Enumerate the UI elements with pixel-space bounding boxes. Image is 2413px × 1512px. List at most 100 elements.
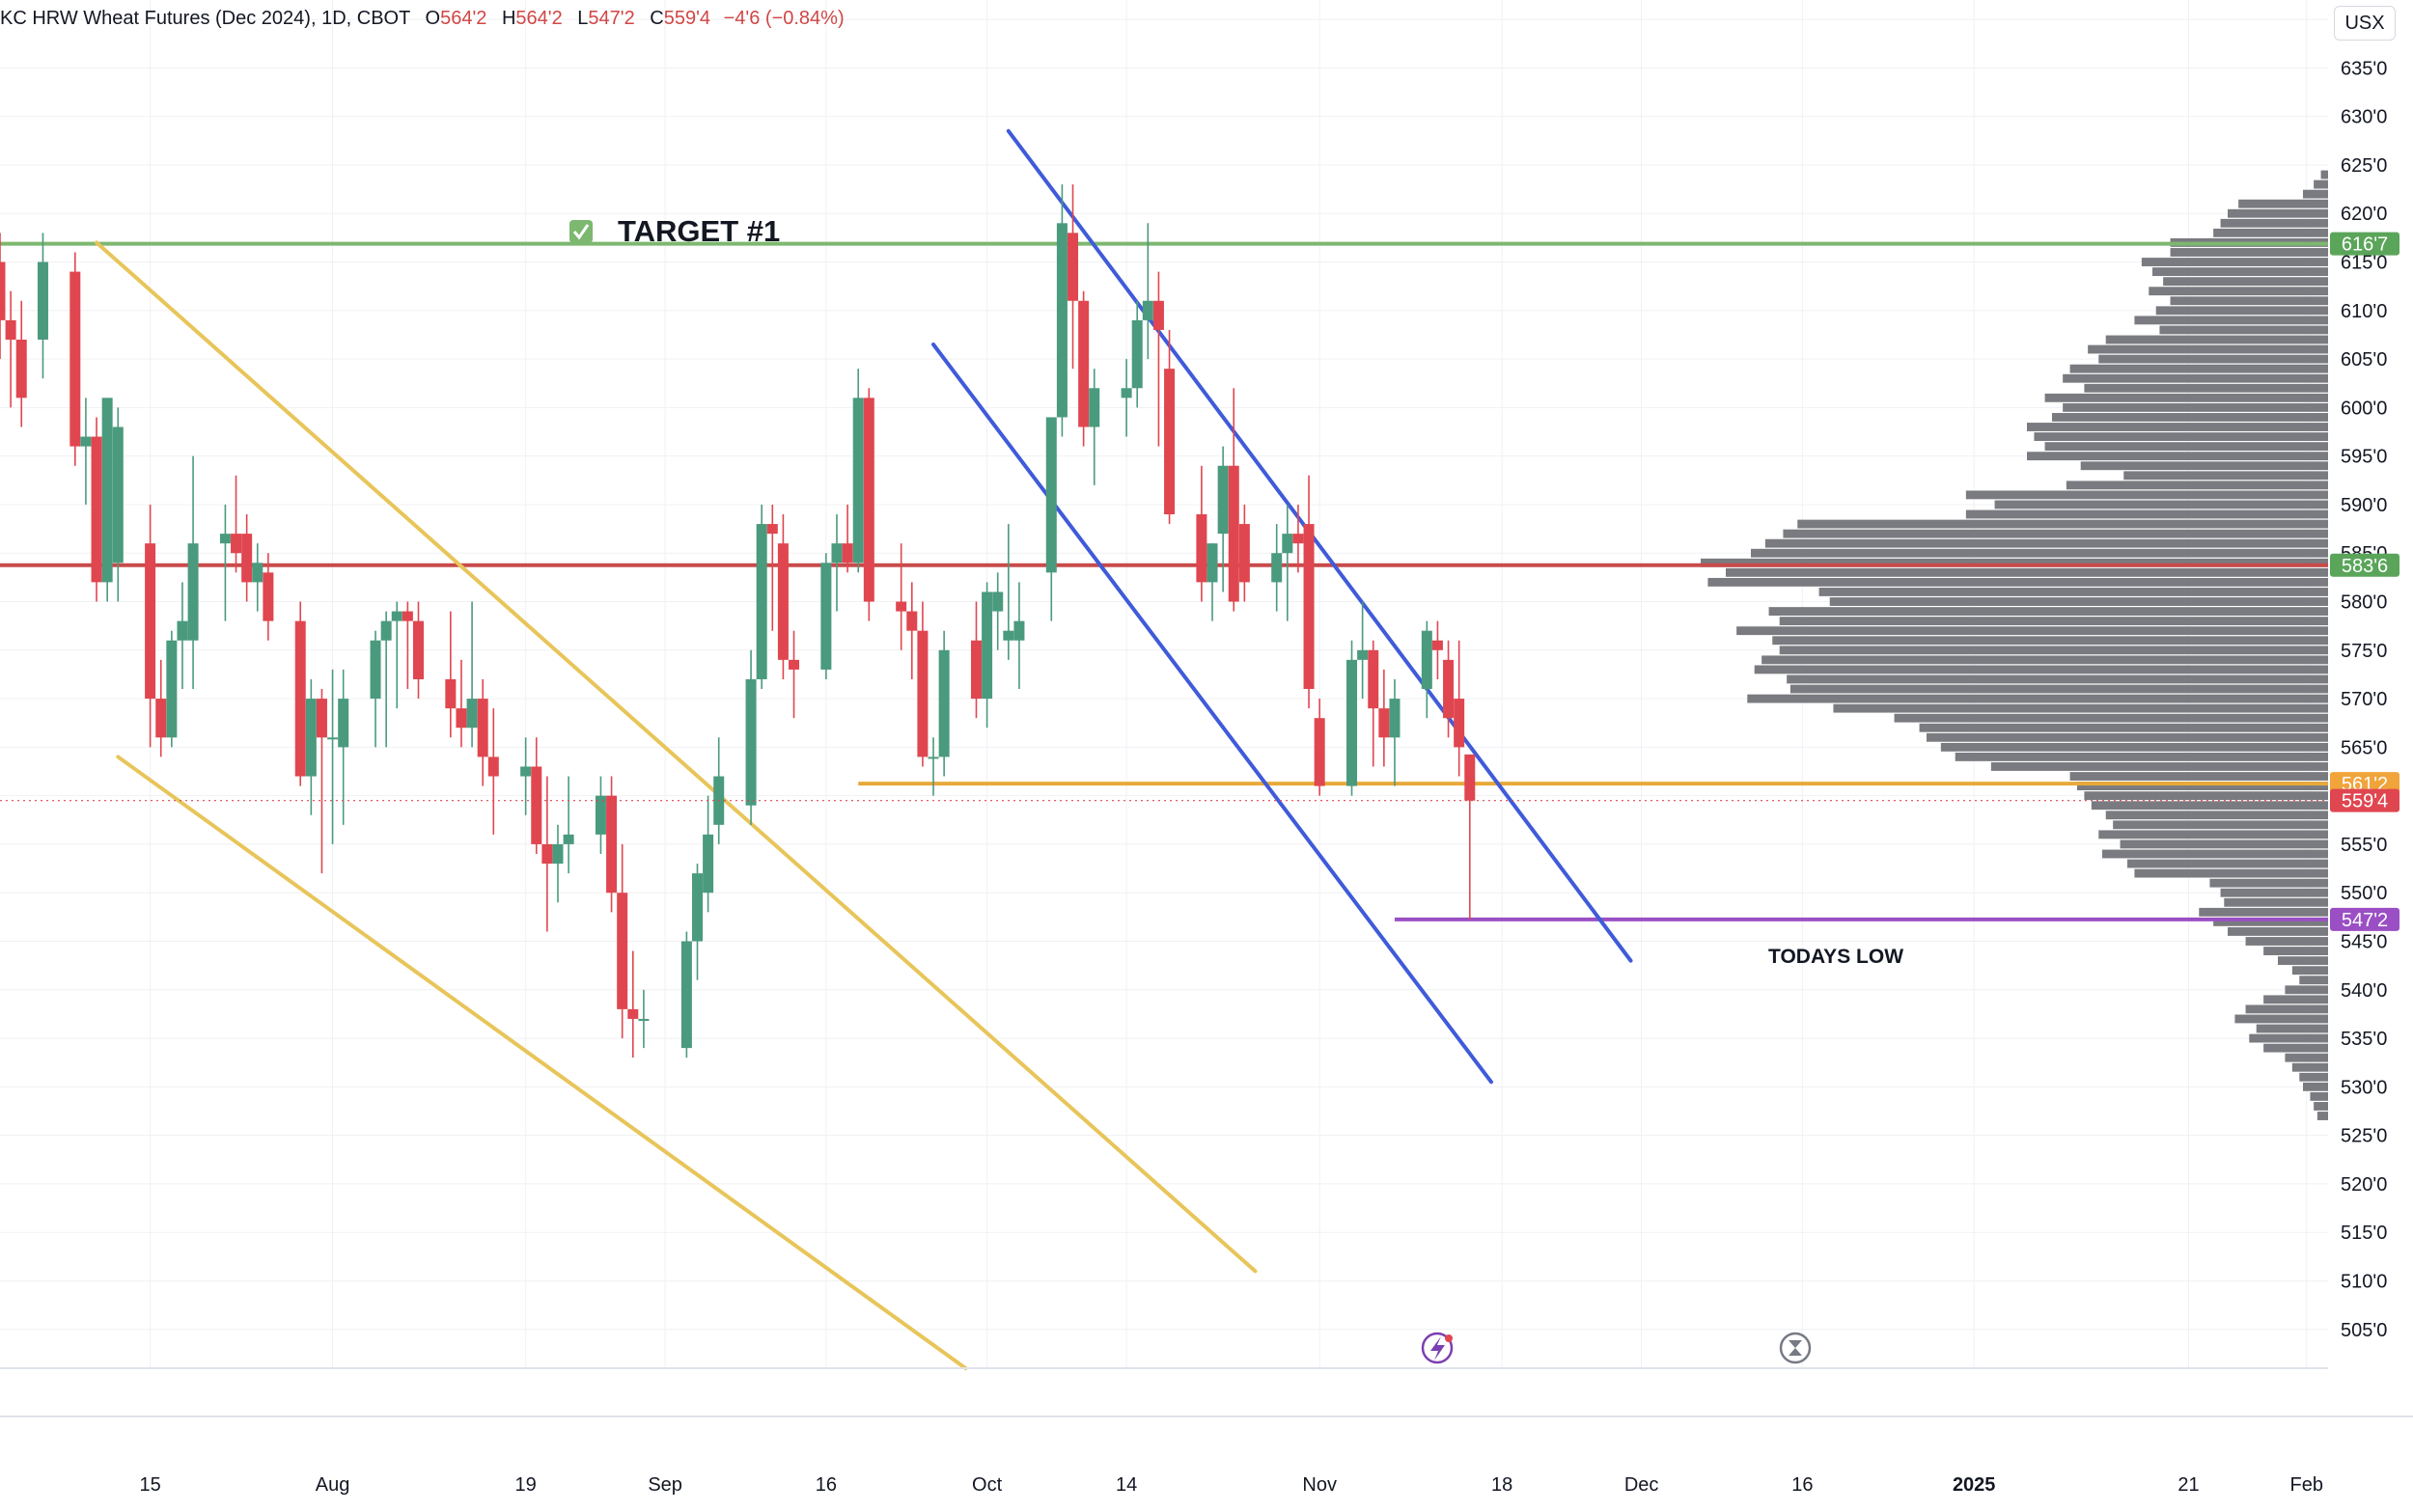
volume-profile-bar bbox=[1833, 703, 2328, 713]
volume-profile-bar bbox=[2044, 393, 2328, 402]
volume-profile-bar bbox=[2291, 1062, 2328, 1072]
candle-body bbox=[1421, 630, 1432, 690]
volume-profile-bar bbox=[1787, 674, 2328, 684]
volume-profile-bar bbox=[1919, 723, 2328, 732]
candle-body bbox=[863, 398, 874, 602]
candle-body bbox=[745, 678, 757, 806]
candle-body bbox=[0, 261, 6, 320]
volume-profile-bar bbox=[2263, 1043, 2328, 1053]
volume-profile-bar bbox=[2285, 985, 2328, 995]
candle-body bbox=[606, 795, 618, 893]
y-tick-label: 630'0 bbox=[2341, 107, 2387, 128]
candle-body bbox=[177, 620, 188, 641]
candle-body bbox=[1152, 300, 1164, 330]
volume-profile-bar bbox=[1772, 636, 2328, 646]
volume-profile-bar bbox=[2278, 956, 2328, 966]
candle-body bbox=[691, 873, 703, 942]
candle-body bbox=[456, 708, 467, 729]
volume-profile-bar bbox=[1797, 519, 2328, 529]
candle-body bbox=[1282, 534, 1293, 554]
hourglass-icon[interactable] bbox=[1779, 1332, 1812, 1364]
candle-body bbox=[982, 591, 993, 700]
volume-profile-bar bbox=[1894, 713, 2328, 723]
candle-body bbox=[1378, 708, 1390, 738]
candle-body bbox=[831, 543, 843, 564]
volume-profile-bar bbox=[2234, 1014, 2328, 1024]
change-value: −4'6 (−0.84%) bbox=[723, 8, 845, 29]
y-tick-label: 575'0 bbox=[2341, 641, 2387, 662]
candle-body bbox=[80, 436, 92, 447]
volume-profile-bar bbox=[2159, 325, 2328, 335]
price-tag-label: 583'6 bbox=[2342, 556, 2388, 577]
candle-body bbox=[756, 524, 767, 679]
candle-body bbox=[1078, 300, 1090, 427]
y-tick-label: 545'0 bbox=[2341, 932, 2387, 953]
candle-body bbox=[520, 766, 532, 777]
volume-profile-bar bbox=[1754, 665, 2328, 674]
lightning-icon[interactable] bbox=[1421, 1332, 1454, 1364]
volume-profile-bar bbox=[2285, 1053, 2328, 1062]
x-tick-label: Dec bbox=[1624, 1474, 1659, 1496]
volume-profile-bar bbox=[1990, 762, 2328, 771]
currency-button[interactable]: USX bbox=[2334, 6, 2396, 41]
volume-profile-bar bbox=[2088, 344, 2328, 354]
candle-body bbox=[391, 611, 402, 621]
open-label: O bbox=[425, 8, 441, 29]
y-tick-label: 635'0 bbox=[2341, 58, 2387, 79]
candle-body bbox=[305, 699, 317, 777]
volume-profile-bar bbox=[2303, 1082, 2328, 1091]
candle-body bbox=[1003, 630, 1014, 641]
candle-body bbox=[1464, 754, 1476, 801]
low-label: L bbox=[577, 8, 589, 29]
volume-profile-bar bbox=[1751, 548, 2328, 558]
y-tick-label: 580'0 bbox=[2341, 592, 2387, 614]
chart-icons[interactable] bbox=[1421, 1332, 1812, 1364]
volume-profile-bar bbox=[2102, 849, 2328, 859]
blue-channel-lower bbox=[931, 343, 1494, 1085]
candle-body bbox=[219, 534, 231, 544]
y-tick-label: 540'0 bbox=[2341, 980, 2387, 1002]
candle-body bbox=[145, 543, 156, 700]
candle-body bbox=[1314, 718, 1325, 786]
candle-body bbox=[327, 737, 339, 740]
volume-profile-bar bbox=[1779, 646, 2328, 655]
candle-body bbox=[970, 640, 982, 700]
volume-profile-bar bbox=[2113, 820, 2328, 830]
volume-profile-bar bbox=[1726, 567, 2328, 577]
volume-profile-bar bbox=[2105, 811, 2328, 820]
y-tick-label: 525'0 bbox=[2341, 1126, 2387, 1147]
volume-profile-bar bbox=[1747, 694, 2328, 703]
volume-profile-bar bbox=[2299, 1072, 2328, 1082]
volume-profile-bar bbox=[2170, 248, 2328, 257]
blue-channel-upper bbox=[1006, 128, 1633, 963]
volume-profile-bar bbox=[2127, 859, 2328, 868]
volume-profile-bar bbox=[2228, 927, 2328, 936]
candle-body bbox=[595, 795, 606, 835]
volume-profile-bar bbox=[2152, 267, 2328, 277]
chart-legend: KC HRW Wheat Futures (Dec 2024), 1D, CBO… bbox=[0, 8, 845, 30]
y-tick-label: 530'0 bbox=[2341, 1077, 2387, 1098]
x-tick-label: 21 bbox=[2177, 1474, 2199, 1496]
volume-profile-bar bbox=[2069, 364, 2328, 373]
volume-profile bbox=[1701, 170, 2328, 1120]
candle-body bbox=[1164, 369, 1176, 515]
volume-profile-bar bbox=[2299, 976, 2328, 985]
x-tick-label: Oct bbox=[972, 1474, 1003, 1496]
price-tag-bg bbox=[2330, 232, 2399, 256]
candle-body bbox=[37, 261, 48, 340]
candle-body bbox=[155, 699, 167, 738]
candle-body bbox=[402, 611, 413, 621]
price-tag-bg bbox=[2330, 553, 2399, 577]
candle-body bbox=[896, 601, 907, 612]
candle-body bbox=[241, 534, 253, 583]
yellow-channel-upper bbox=[95, 240, 1258, 1274]
candle-body bbox=[617, 893, 628, 1009]
volume-profile-bar bbox=[2123, 471, 2328, 481]
candle-body bbox=[5, 319, 16, 340]
volume-profile-bar bbox=[2120, 839, 2328, 849]
y-tick-label: 615'0 bbox=[2341, 253, 2387, 274]
volume-profile-bar bbox=[2149, 287, 2328, 296]
candle-body bbox=[294, 620, 306, 777]
